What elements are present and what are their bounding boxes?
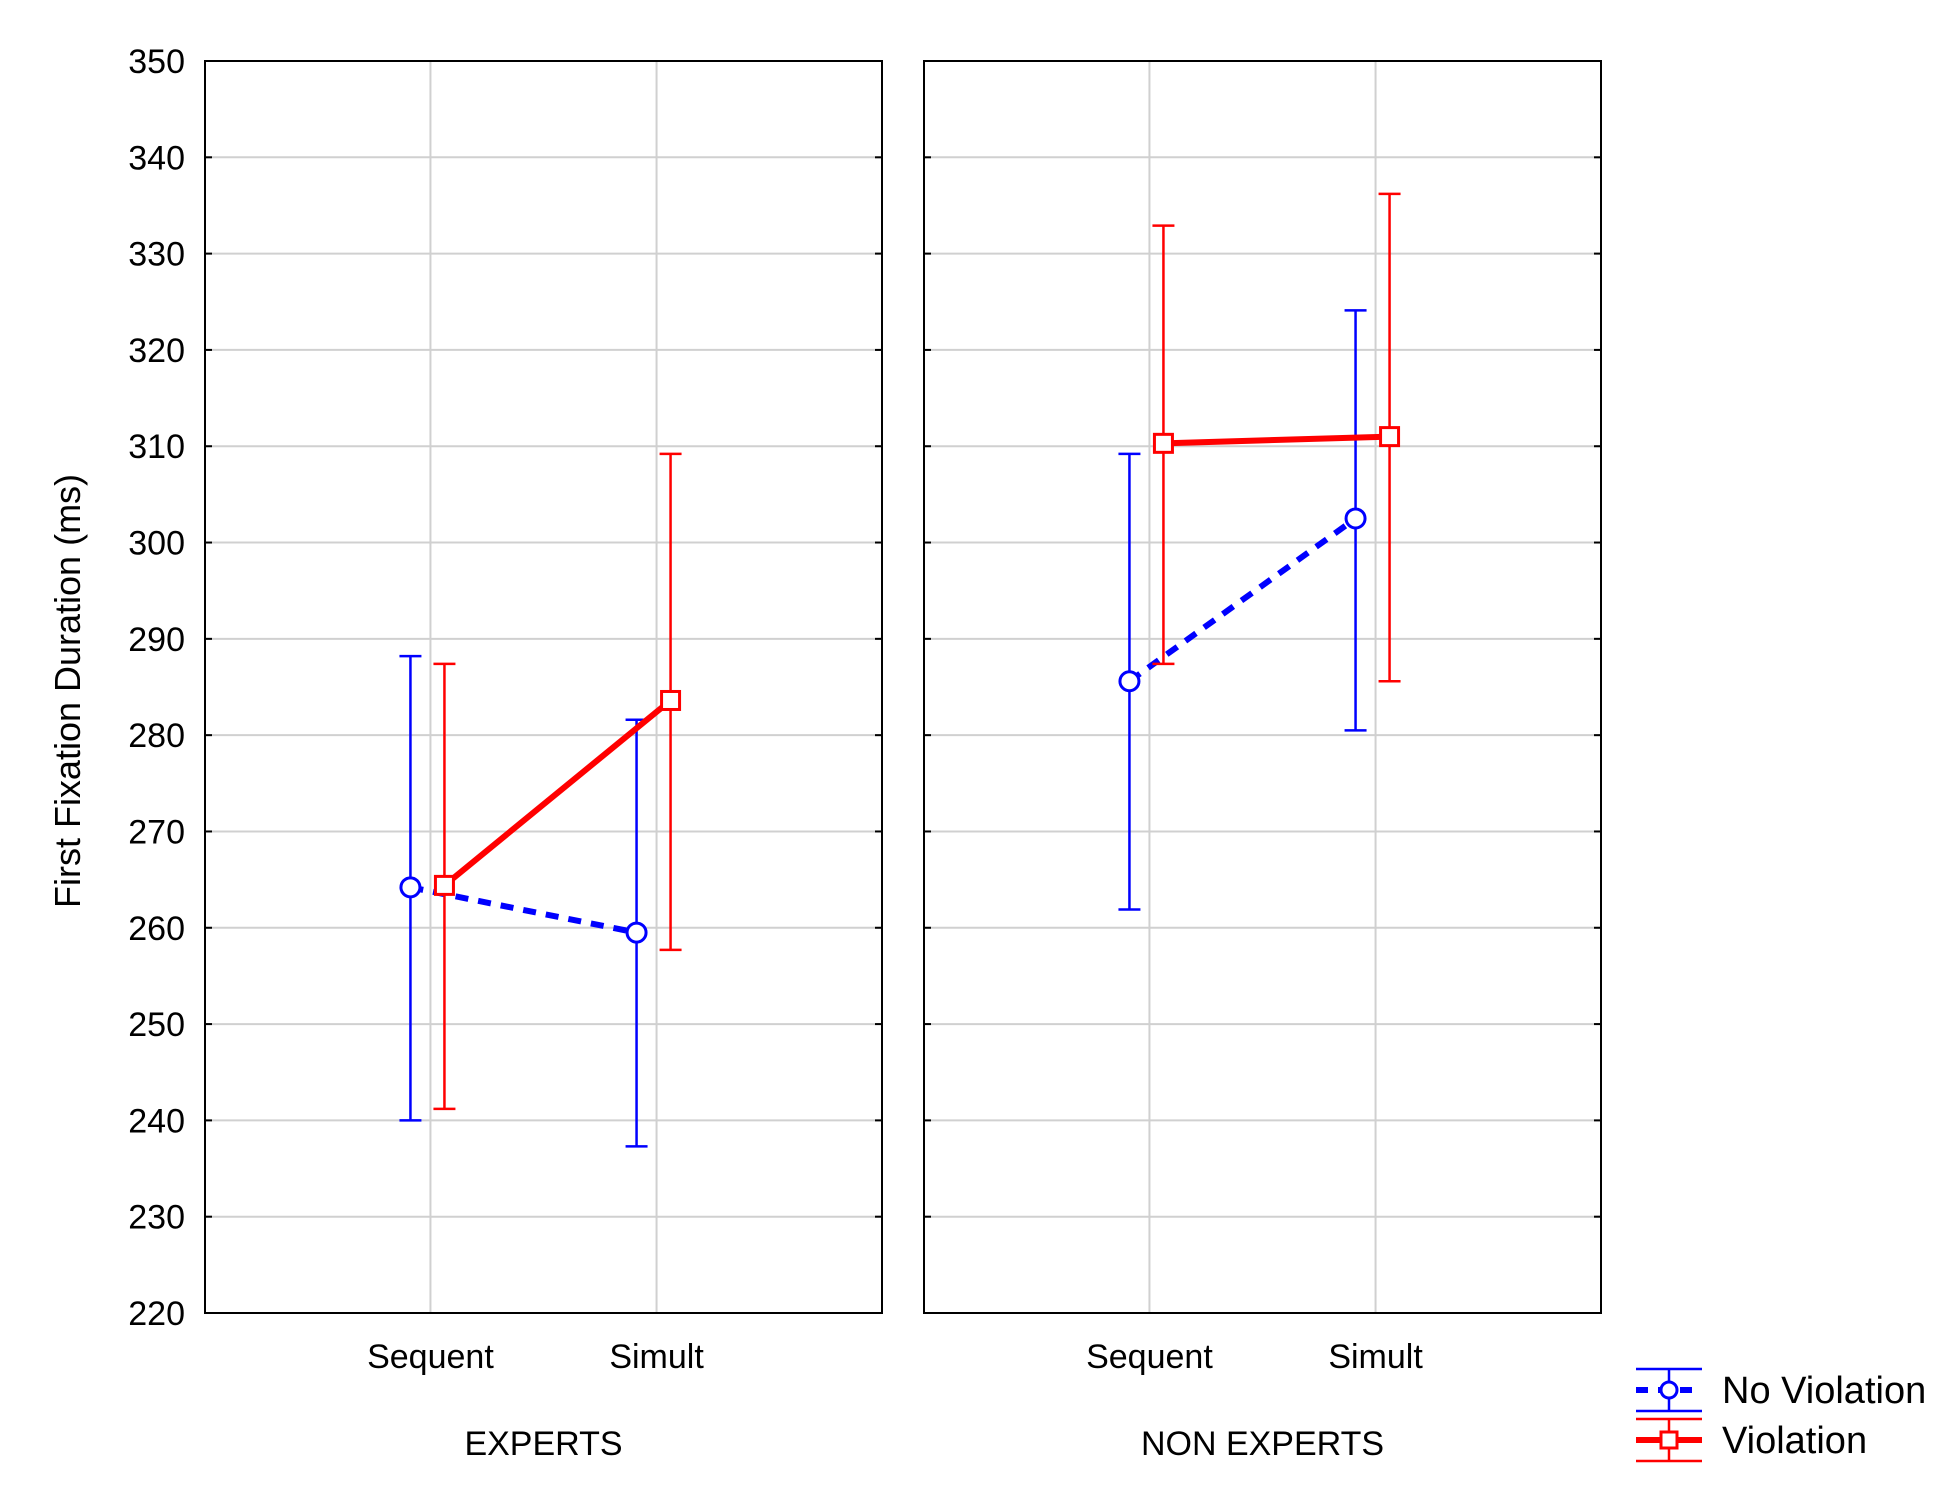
x-tick-label: Simult	[609, 1338, 704, 1376]
legend-layer: No Violation Violation	[1636, 1367, 1926, 1463]
x-tick-label: Simult	[1328, 1338, 1423, 1376]
axis-layer: Sequent Simult EXPERTS Sequent Simult NON EXP…	[128, 43, 1602, 1463]
data-point	[625, 921, 648, 944]
y-tick-label: 310	[128, 428, 185, 466]
panel-label: NON EXPERTS	[1141, 1425, 1384, 1463]
data-point	[1118, 670, 1141, 693]
legend-label: No Violation	[1722, 1370, 1926, 1412]
series-line	[1163, 433, 1390, 447]
y-tick-label: 240	[128, 1102, 185, 1140]
data-point	[1344, 507, 1367, 530]
y-tick-label: 230	[128, 1199, 185, 1237]
data-point	[1379, 426, 1401, 448]
y-tick-label: 290	[128, 621, 185, 659]
x-tick-label: Sequent	[1086, 1338, 1213, 1376]
y-axis-title: First Fixation Duration (ms)	[47, 474, 88, 908]
legend-marker	[1659, 1430, 1679, 1450]
legend-marker	[1659, 1380, 1679, 1400]
series-line	[409, 884, 638, 936]
y-tick-label: 280	[128, 717, 185, 755]
y-tick-label: 340	[128, 139, 185, 177]
series-line	[442, 698, 673, 888]
y-tick-label: 270	[128, 813, 185, 851]
legend-label: Violation	[1722, 1420, 1867, 1462]
y-tick-label: 300	[128, 525, 185, 563]
plot-frame	[204, 60, 883, 1314]
y-tick-label: 260	[128, 910, 185, 948]
panel-label: EXPERTS	[464, 1425, 622, 1463]
data-point	[660, 689, 682, 711]
plot-frame	[923, 60, 1602, 1314]
x-tick-label: Sequent	[367, 1338, 494, 1376]
series-line	[1127, 516, 1358, 684]
y-tick-label: 220	[128, 1295, 185, 1333]
grid-layer	[205, 60, 1601, 1314]
data-point	[433, 874, 455, 896]
y-tick-label: 350	[128, 43, 185, 81]
y-tick-label: 330	[128, 236, 185, 274]
data-point	[399, 876, 422, 899]
y-tick-label: 250	[128, 1006, 185, 1044]
y-tick-label: 320	[128, 332, 185, 370]
series-layer	[399, 192, 1401, 1148]
data-point	[1152, 432, 1174, 454]
